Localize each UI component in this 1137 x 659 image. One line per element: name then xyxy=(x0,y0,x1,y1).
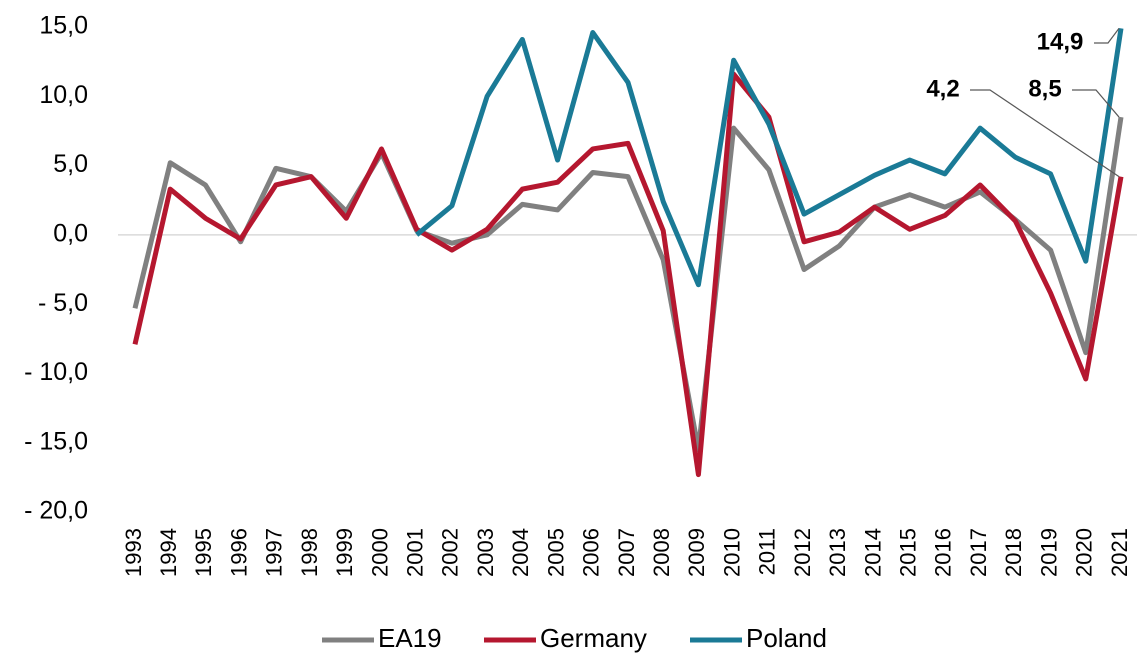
x-tick-label: 2006 xyxy=(579,528,604,577)
x-tick-label: 2005 xyxy=(543,528,568,577)
x-tick-label: 2002 xyxy=(438,528,463,577)
x-tick-label: 1993 xyxy=(121,528,146,577)
x-tick-label: 2000 xyxy=(367,528,392,577)
x-tick-label: 2008 xyxy=(649,528,674,577)
x-tick-label: 2009 xyxy=(684,528,709,577)
x-tick-label: 2018 xyxy=(1001,528,1026,577)
leader-line xyxy=(1094,28,1120,44)
series-line xyxy=(415,28,1124,288)
x-tick-label: 1997 xyxy=(262,528,287,577)
data-label: 8,5 xyxy=(1028,75,1061,102)
x-tick-label: 2012 xyxy=(790,528,815,577)
x-tick-label: 2003 xyxy=(473,528,498,577)
y-tick-label: - 5,0 xyxy=(38,289,88,317)
x-tick-label: 1999 xyxy=(332,528,357,577)
x-tick-label: 2020 xyxy=(1072,528,1097,577)
x-tick-label: 2007 xyxy=(614,528,639,577)
x-tick-label: 2001 xyxy=(403,528,428,577)
x-tick-label: 1996 xyxy=(226,528,251,577)
x-tick-label: 2019 xyxy=(1036,528,1061,577)
leader-line xyxy=(1072,89,1120,118)
x-tick-label: 1998 xyxy=(297,528,322,577)
x-tick-label: 2021 xyxy=(1107,528,1132,577)
x-tick-label: 2013 xyxy=(825,528,850,577)
data-label: 4,2 xyxy=(926,75,959,102)
legend-label: EA19 xyxy=(378,623,442,653)
y-tick-label: 10,0 xyxy=(39,81,88,109)
x-tick-label: 2017 xyxy=(966,528,991,577)
y-tick-label: 0,0 xyxy=(53,219,88,247)
y-tick-label: - 15,0 xyxy=(24,427,88,455)
x-tick-label: 1994 xyxy=(156,528,181,577)
y-tick-label: - 10,0 xyxy=(24,358,88,386)
x-tick-label: 2014 xyxy=(860,528,885,577)
y-tick-label: - 20,0 xyxy=(24,497,88,525)
series-line xyxy=(132,71,1124,478)
legend-label: Poland xyxy=(746,623,827,653)
x-tick-label: 2010 xyxy=(719,528,744,577)
series-line xyxy=(132,116,1124,453)
y-tick-label: 5,0 xyxy=(53,150,88,178)
legend-label: Germany xyxy=(540,623,647,653)
x-tick-label: 1995 xyxy=(191,528,216,577)
leader-line xyxy=(970,89,1120,178)
x-tick-label: 2015 xyxy=(896,528,921,577)
data-label: 14,9 xyxy=(1037,28,1084,55)
x-tick-label: 2011 xyxy=(755,528,780,575)
x-tick-label: 2016 xyxy=(931,528,956,577)
y-tick-label: 15,0 xyxy=(39,12,88,40)
x-tick-label: 2004 xyxy=(508,528,533,577)
